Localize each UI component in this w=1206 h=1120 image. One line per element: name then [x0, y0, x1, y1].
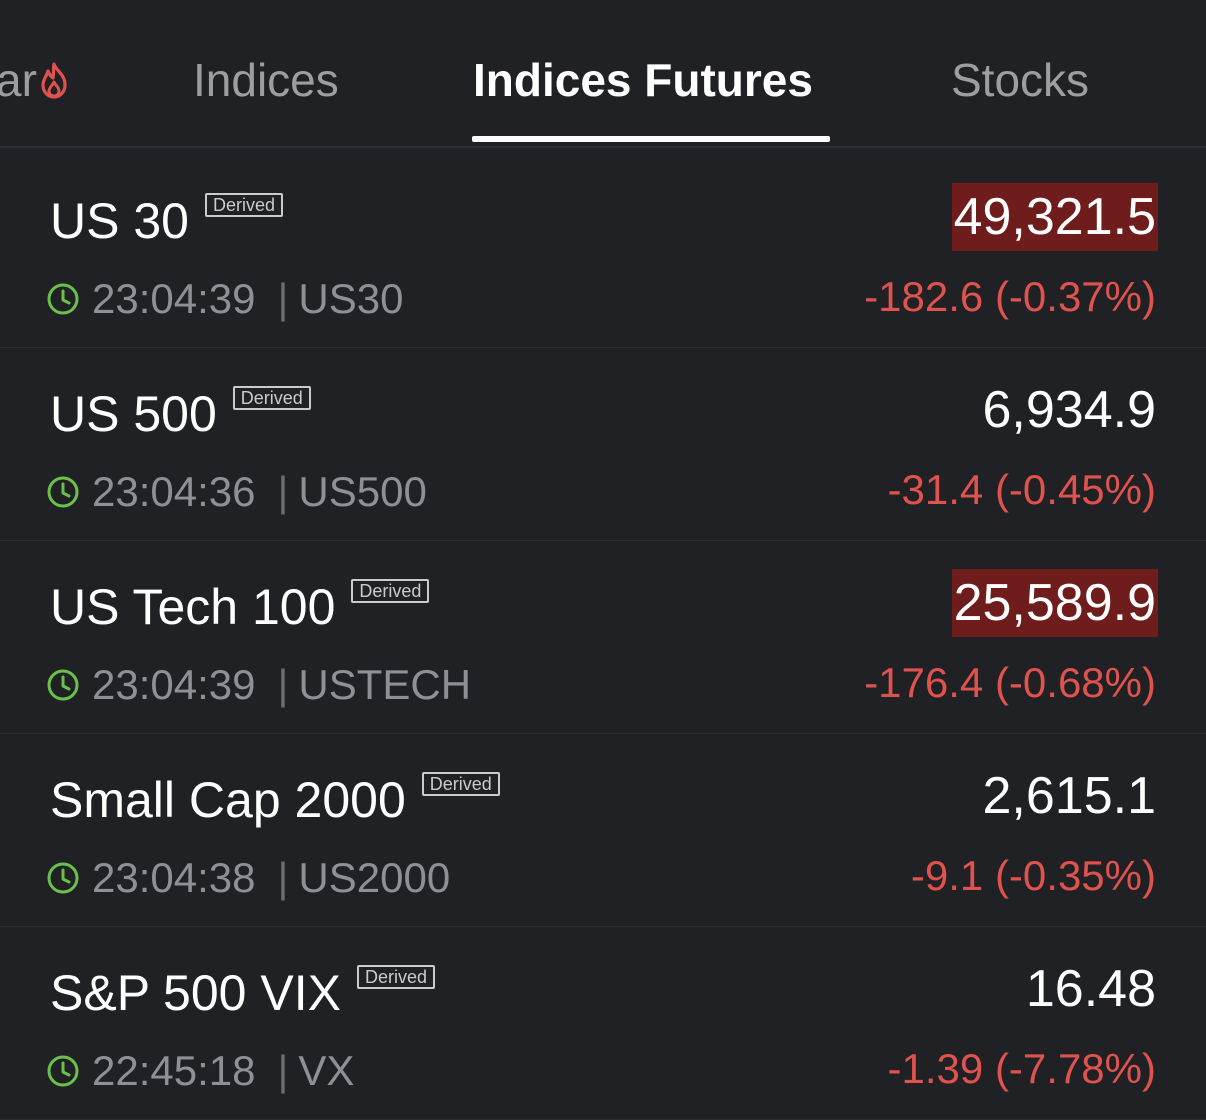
derived-badge: Derived	[356, 965, 435, 989]
instrument-name: Small Cap 2000	[50, 772, 406, 828]
instrument-symbol: US2000	[298, 854, 451, 901]
instrument-symbol: VX	[298, 1047, 355, 1094]
tab-label: Indices	[193, 54, 339, 106]
price-change: -182.6 (-0.37%)	[864, 273, 1156, 320]
instrument-price: 2,615.1	[982, 767, 1157, 825]
clock-icon	[47, 862, 79, 894]
tab-stocks[interactable]: Stocks	[951, 52, 1089, 108]
instrument-meta: 23:04:39 | USTECH	[46, 659, 471, 711]
instrument-name: S&P 500 VIX	[50, 965, 341, 1021]
clock-icon	[47, 283, 79, 315]
instrument-row[interactable]: US Tech 100 Derived 23:04:39 | USTECH 25…	[0, 541, 1206, 734]
fire-icon	[41, 62, 67, 99]
instrument-price: 49,321.5	[951, 183, 1158, 251]
derived-badge: Derived	[351, 579, 430, 603]
separator: |	[277, 661, 289, 708]
active-tab-indicator	[472, 136, 830, 142]
instrument-name: US 500	[50, 386, 217, 442]
instrument-price: 6,934.9	[982, 381, 1157, 439]
tab-indices-futures[interactable]: Indices Futures	[473, 52, 813, 108]
price-change: -9.1 (-0.35%)	[910, 852, 1156, 899]
separator: |	[277, 1047, 289, 1094]
instrument-name-line: S&P 500 VIX Derived	[50, 963, 435, 1023]
instrument-name-line: US 500 Derived	[50, 384, 311, 444]
last-update-time: 23:04:36	[92, 468, 256, 515]
category-tab-bar: ar Indices Indices Futures Stocks	[0, 0, 1206, 148]
instrument-list: US 30 Derived 23:04:39 | US30 49,321.5 -…	[0, 155, 1206, 1120]
instrument-meta: 23:04:38 | US2000	[46, 852, 450, 904]
instrument-name: US 30	[50, 193, 189, 249]
tab-label: Stocks	[951, 54, 1090, 106]
tab-hot[interactable]: ar	[0, 52, 37, 108]
clock-icon	[47, 1055, 79, 1087]
separator: |	[277, 854, 289, 901]
instrument-price: 25,589.9	[951, 569, 1158, 637]
instrument-name-line: Small Cap 2000 Derived	[50, 770, 500, 830]
instrument-meta: 22:45:18 | VX	[46, 1045, 354, 1097]
tab-label: Indices Futures	[473, 54, 813, 106]
tab-indices[interactable]: Indices	[193, 52, 339, 108]
instrument-meta: 23:04:39 | US30	[46, 273, 403, 325]
price-change: -176.4 (-0.68%)	[864, 659, 1156, 706]
last-update-time: 23:04:39	[92, 275, 256, 322]
last-update-time: 23:04:38	[92, 854, 256, 901]
last-update-time: 23:04:39	[92, 661, 256, 708]
instrument-name: US Tech 100	[50, 579, 336, 635]
instrument-name-line: US Tech 100 Derived	[50, 577, 430, 637]
instrument-symbol: US500	[298, 468, 427, 515]
derived-badge: Derived	[204, 193, 283, 217]
instrument-price: 16.48	[1025, 960, 1156, 1018]
instrument-row[interactable]: S&P 500 VIX Derived 22:45:18 | VX 16.48 …	[0, 927, 1206, 1120]
separator: |	[277, 275, 289, 322]
instrument-symbol: USTECH	[298, 661, 472, 708]
tab-label: ar	[0, 54, 37, 106]
instrument-row[interactable]: US 500 Derived 23:04:36 | US500 6,934.9 …	[0, 348, 1206, 541]
instrument-meta: 23:04:36 | US500	[46, 466, 427, 518]
instrument-row[interactable]: Small Cap 2000 Derived 23:04:38 | US2000…	[0, 734, 1206, 927]
instrument-symbol: US30	[298, 275, 404, 322]
clock-icon	[47, 669, 79, 701]
last-update-time: 22:45:18	[92, 1047, 256, 1094]
instrument-name-line: US 30 Derived	[50, 191, 283, 251]
separator: |	[277, 468, 289, 515]
price-change: -1.39 (-7.78%)	[887, 1045, 1156, 1092]
derived-badge: Derived	[232, 386, 311, 410]
derived-badge: Derived	[421, 772, 500, 796]
clock-icon	[47, 476, 79, 508]
instrument-row[interactable]: US 30 Derived 23:04:39 | US30 49,321.5 -…	[0, 155, 1206, 348]
price-change: -31.4 (-0.45%)	[887, 466, 1156, 513]
